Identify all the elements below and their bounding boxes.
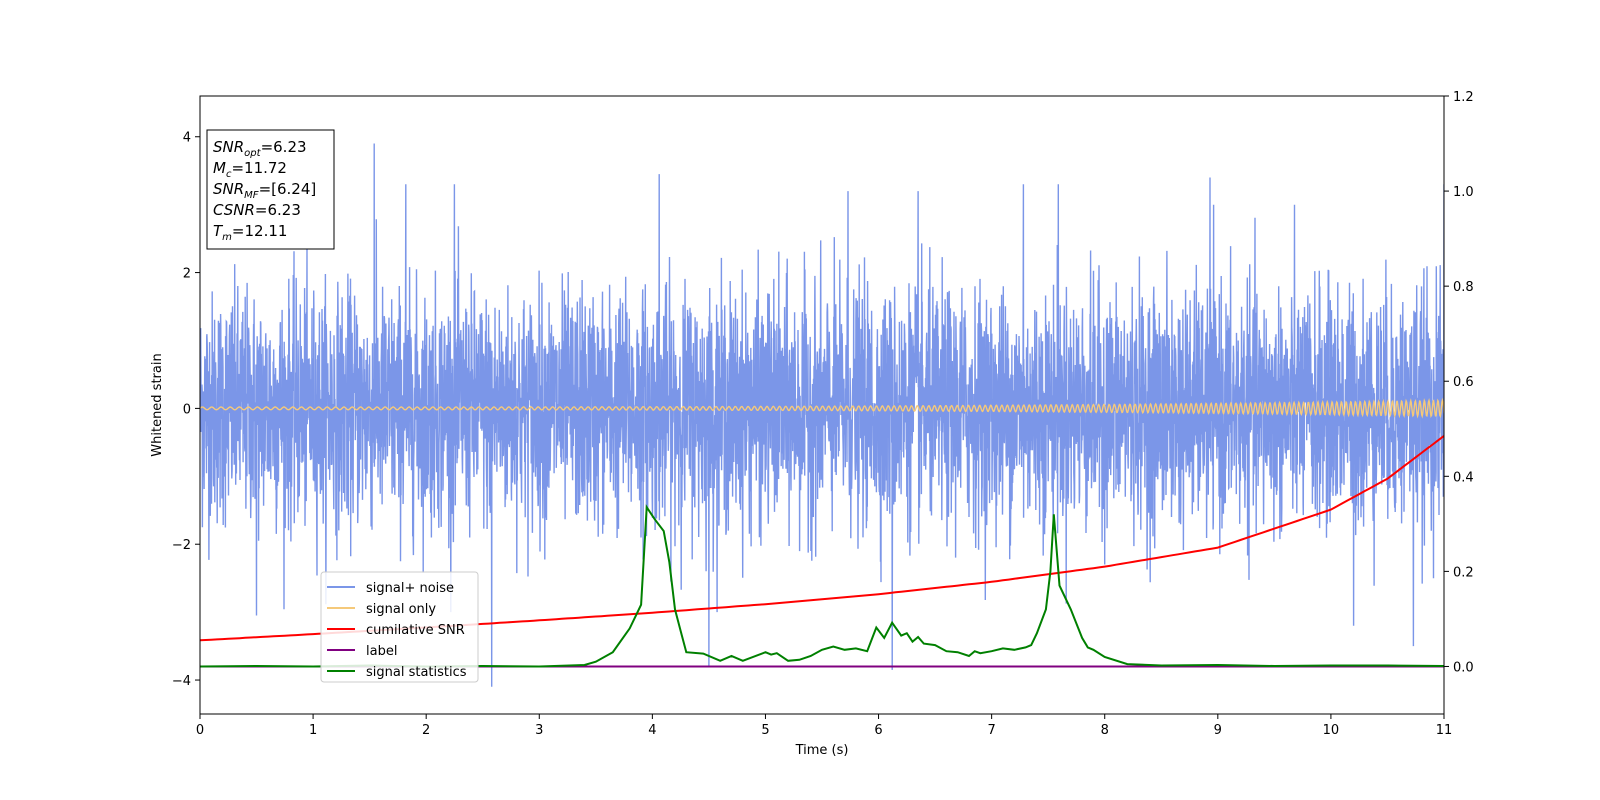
y2-tick-label: 0.0 [1453,660,1474,675]
series-signal-noise [200,143,1444,687]
y2-tick-label: 0.8 [1453,280,1474,295]
x-axis: 0 1 2 3 4 5 6 7 8 9 10 11 [196,714,1452,738]
y2-tick-label: 1.2 [1453,90,1474,105]
y2-tick-label: 0.2 [1453,565,1474,580]
y-axis-left: −4 −2 0 2 4 [172,131,200,689]
y-tick-label: −2 [172,538,191,553]
y-tick-label: 4 [183,131,191,146]
x-tick-label: 1 [309,723,317,738]
legend: signal+ noise signal only cumilative SNR la… [320,571,479,683]
y-tick-label: 0 [183,402,191,417]
x-tick-label: 2 [422,723,430,738]
annotation-line: SNRopt=6.23 [213,138,307,159]
legend-label-signal-only: signal only [366,602,436,617]
series-signal-only [200,397,1444,419]
annotation-box: SNRopt=6.23Mc=11.72SNRMF=[6.24]CSNR=6.23… [206,129,335,250]
y-tick-label: 2 [183,267,191,282]
x-tick-label: 0 [196,723,204,738]
x-tick-label: 4 [648,723,656,738]
x-tick-label: 5 [761,723,769,738]
y2-tick-label: 1.0 [1453,185,1474,200]
legend-label-signal-statistics: signal statistics [366,665,467,680]
plot-frame [199,95,1445,715]
legend-label-cumilative-snr: cumilative SNR [366,623,465,638]
annotation-line: SNRMF=[6.24] [213,180,316,201]
y2-tick-label: 0.4 [1453,470,1474,485]
y-axis-label: Whitened strain [150,353,165,456]
x-tick-label: 10 [1323,723,1340,738]
annotation-line: Tm=12.11 [213,222,287,243]
y-tick-label: −4 [172,674,191,689]
legend-label-label: label [366,644,397,659]
x-tick-label: 6 [874,723,882,738]
y2-tick-label: 0.6 [1453,375,1474,390]
x-tick-label: 3 [535,723,543,738]
annotation-line: CSNR=6.23 [213,201,301,219]
annotation-line: Mc=11.72 [213,159,287,180]
legend-label-signal-noise: signal+ noise [366,581,454,596]
x-axis-label: Time (s) [795,743,849,758]
series-signal-statistics [200,504,1444,668]
x-tick-label: 9 [1214,723,1222,738]
x-tick-label: 7 [987,723,995,738]
x-tick-label: 8 [1101,723,1109,738]
x-tick-label: 11 [1436,723,1453,738]
y-axis-right: 0.0 0.2 0.4 0.6 0.8 1.0 1.2 [1444,90,1474,675]
